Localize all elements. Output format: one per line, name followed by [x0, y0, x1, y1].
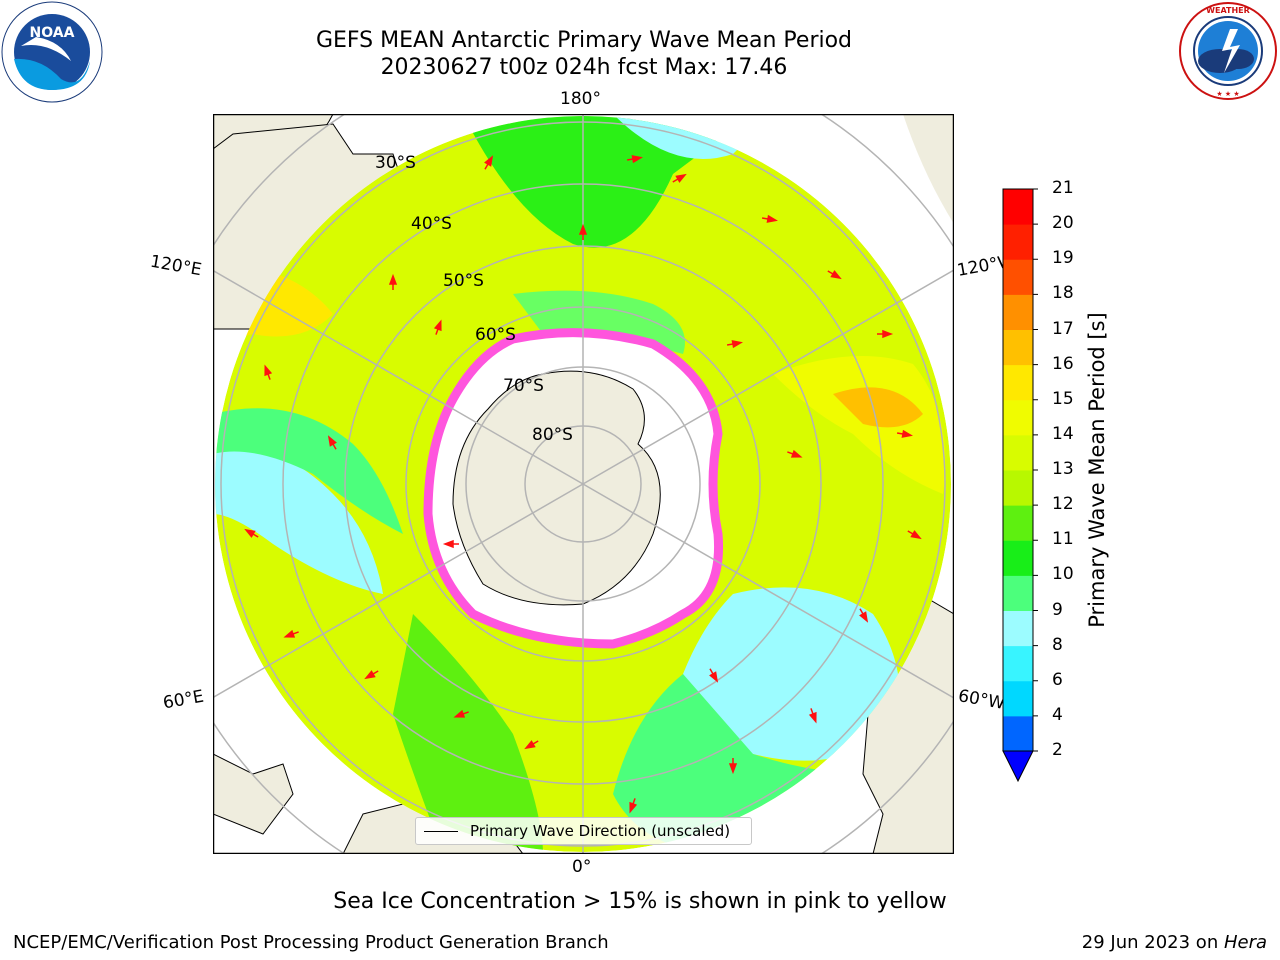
legend-line-swatch	[424, 830, 458, 832]
wave-arrow	[859, 608, 869, 623]
colorbar-segment	[1003, 189, 1033, 225]
colorbar-tick-label: 10	[1052, 564, 1074, 585]
wave-direction-arrows	[244, 155, 922, 814]
lat-label-60s: 60°S	[475, 325, 516, 345]
colorbar-segment	[1003, 434, 1033, 471]
lat-label-40s: 40°S	[411, 214, 452, 234]
colorbar-title: Primary Wave Mean Period [s]	[1085, 312, 1109, 628]
colorbar-segment	[1003, 294, 1033, 330]
lon-label-120e: 120°E	[148, 251, 204, 281]
colorbar-extend-triangle	[1002, 750, 1034, 783]
nws-logo: WEATHER ★ ★ ★	[1179, 2, 1277, 100]
wave-arrow	[827, 270, 842, 280]
wave-arrow	[896, 429, 913, 438]
wave-arrow	[626, 155, 643, 164]
footer-date-text: 29 Jun 2023 on	[1081, 932, 1224, 953]
colorbar-tick-label: 11	[1052, 529, 1074, 550]
colorbar-segment	[1003, 680, 1033, 717]
colorbar-tick-label: 16	[1052, 353, 1074, 374]
colorbar-tick-label: 6	[1052, 669, 1063, 690]
wave-arrow	[364, 670, 379, 680]
wave-arrow	[672, 173, 687, 183]
colorbar-segment	[1003, 505, 1033, 541]
wave-arrow	[442, 539, 459, 549]
map-legend: Primary Wave Direction (unscaled)	[415, 817, 752, 845]
wave-arrow	[761, 214, 778, 223]
colorbar-segment	[1003, 715, 1033, 752]
colorbar-segment	[1003, 645, 1033, 682]
svg-text:WEATHER: WEATHER	[1206, 6, 1250, 15]
wave-arrow	[726, 340, 743, 349]
colorbar-segment	[1003, 224, 1033, 260]
footer-branch: NCEP/EMC/Verification Post Processing Pr…	[13, 932, 609, 953]
footer-date: 29 Jun 2023 on Hera	[1082, 932, 1267, 953]
colorbar-tick-label: 14	[1052, 423, 1074, 444]
colorbar-tick-label: 19	[1052, 248, 1074, 269]
colorbar-tick-label: 20	[1052, 213, 1074, 234]
chart-title: GEFS MEAN Antarctic Primary Wave Mean Pe…	[315, 28, 853, 53]
footer-host: Hera	[1223, 932, 1267, 953]
colorbar-tick-label: 8	[1052, 634, 1063, 655]
legend-label: Primary Wave Direction (unscaled)	[470, 822, 731, 840]
chart-subtitle: 20230627 t00z 024h fcst Max: 17.46	[380, 55, 788, 80]
wave-arrow	[453, 709, 469, 718]
wave-arrow	[578, 223, 588, 240]
wave-arrow	[484, 155, 494, 170]
wave-arrow	[388, 273, 398, 290]
colorbar-segment	[1003, 540, 1033, 576]
wave-arrow	[264, 364, 273, 380]
colorbar-segment	[1003, 575, 1033, 611]
wave-arrow	[327, 435, 337, 450]
wave-arrow	[283, 629, 299, 638]
wave-arrow	[907, 530, 922, 540]
wave-arrow	[877, 329, 894, 339]
lon-label-60w: 60°W	[956, 686, 1007, 714]
colorbar-tick-label: 13	[1052, 459, 1074, 479]
svg-text:★ ★ ★: ★ ★ ★	[1216, 90, 1239, 98]
colorbar-tick-label: 15	[1052, 388, 1074, 409]
lat-label-70s: 70°S	[503, 376, 544, 396]
wave-arrow	[808, 708, 817, 724]
colorbar-tick-label: 18	[1052, 283, 1074, 304]
lon-label-180: 180°	[560, 89, 601, 109]
lon-label-0: 0°	[572, 857, 592, 877]
colorbar-tick-label: 12	[1052, 494, 1074, 515]
noaa-logo: NOAA	[1, 1, 103, 103]
polar-map: 30°S 40°S 50°S 60°S 70°S 80°S	[213, 114, 954, 854]
noaa-logo-text: NOAA	[30, 25, 75, 41]
colorbar-segment	[1003, 610, 1033, 647]
lat-label-30s: 30°S	[375, 153, 416, 173]
wave-arrow	[787, 449, 803, 458]
colorbar-tick-label: 21	[1052, 178, 1074, 198]
colorbar-segment	[1003, 329, 1033, 366]
colorbar-segment	[1003, 470, 1033, 506]
sea-ice-caption: Sea Ice Concentration > 15% is shown in …	[333, 889, 947, 914]
wave-arrow	[244, 528, 259, 538]
colorbar-tick-label: 4	[1052, 704, 1063, 725]
lat-label-80s: 80°S	[532, 425, 573, 445]
wave-arrow	[524, 740, 539, 750]
colorbar-segment	[1003, 399, 1033, 436]
colorbar-tick-label: 9	[1052, 599, 1063, 620]
lat-label-50s: 50°S	[443, 271, 484, 291]
wave-arrow	[728, 758, 738, 775]
graticule	[213, 114, 954, 854]
antarctica	[423, 328, 724, 649]
colorbar-segment	[1003, 259, 1033, 295]
wave-arrow	[709, 668, 719, 683]
lon-label-60e: 60°E	[161, 686, 206, 714]
colorbar	[1002, 188, 1038, 783]
colorbar-segment	[1003, 364, 1033, 401]
wave-arrow	[433, 319, 442, 335]
colorbar-tick-label: 2	[1052, 740, 1063, 760]
wave-arrow	[629, 798, 638, 814]
colorbar-tick-label: 17	[1052, 318, 1074, 339]
